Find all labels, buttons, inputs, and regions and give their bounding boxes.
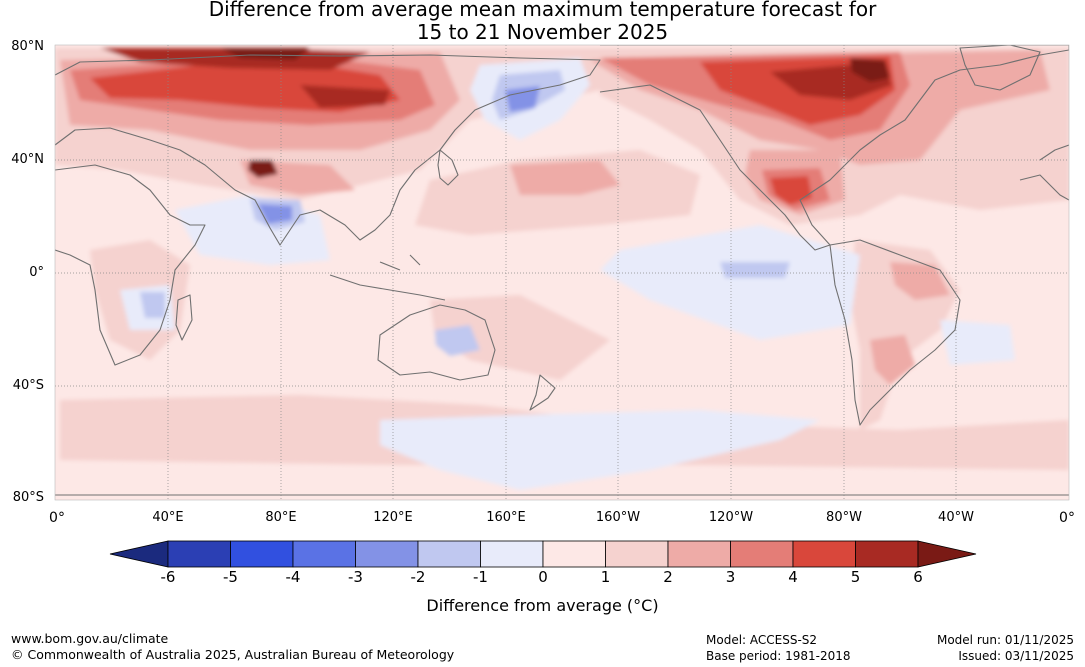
colorbar-tick-label: 5: [850, 568, 861, 586]
lat-label-80n: 80°N: [11, 39, 44, 54]
lat-label-equator: 0°: [29, 265, 44, 280]
coastline-greenland: [959, 45, 1041, 91]
lon-label-80w: 80°W: [826, 510, 862, 525]
coastline-south-america: [829, 239, 961, 426]
colorbar-tick-label: 0: [538, 568, 548, 586]
colorbar-tick-label: -5: [223, 568, 238, 586]
footer-copyright: © Commonwealth of Australia 2025, Austra…: [11, 647, 455, 662]
coastline-eurasia: [55, 54, 601, 246]
map-frame: [54, 44, 1070, 501]
colorbar-segment: [355, 540, 419, 568]
colorbar-tick-label: -4: [285, 568, 301, 586]
lon-label-0-right: 0°: [1059, 510, 1075, 526]
anomaly-region: [870, 335, 915, 385]
colorbar-title: Difference from average (°C): [426, 596, 659, 615]
anomaly-region: [140, 292, 165, 318]
anomaly-region: [940, 320, 1015, 365]
colorbar-tick-label: -3: [348, 568, 363, 586]
colorbar-arrow-low: [109, 540, 169, 568]
anomaly-region: [220, 48, 310, 60]
footer-website[interactable]: www.bom.gov.au/climate: [11, 631, 169, 646]
lon-label-40e: 40°E: [152, 510, 184, 525]
colorbar-segment: [230, 540, 294, 568]
colorbar-segment: [855, 540, 919, 568]
anomaly-region: [720, 262, 790, 278]
lon-label-0-left: 0°: [49, 510, 65, 526]
colorbar-segment: [417, 540, 481, 568]
anomaly-region: [890, 262, 950, 300]
colorbar-tick-label: -6: [160, 568, 176, 586]
colorbar-segment: [480, 540, 544, 568]
lon-label-120w: 120°W: [708, 510, 754, 525]
anomaly-region: [850, 58, 890, 82]
colorbar-tick-label: 4: [788, 568, 798, 586]
colorbar-segment: [730, 540, 794, 568]
footer-model-run: Model run: 01/11/2025: [936, 633, 1074, 647]
lon-label-80e: 80°E: [265, 510, 297, 525]
colorbar-arrow-high: [917, 540, 977, 568]
lon-label-40w: 40°W: [938, 510, 974, 525]
lon-label-160w: 160°W: [595, 510, 641, 525]
colorbar-segment: [292, 540, 356, 568]
footer-model: Model: ACCESS-S2: [706, 633, 818, 647]
anomaly-region: [258, 204, 292, 224]
anomaly-region: [430, 295, 610, 380]
colorbar-tick-label: 1: [600, 568, 611, 586]
anomaly-region: [300, 85, 390, 108]
lon-label-160e: 160°E: [486, 510, 526, 525]
coastline-north-america: [599, 45, 1069, 251]
chart-title-line1: Difference from average mean maximum tem…: [208, 0, 877, 21]
coastline-new-zealand: [529, 374, 556, 411]
footer-base-period: Base period: 1981-2018: [706, 649, 851, 663]
anomaly-region: [510, 160, 620, 195]
lon-label-120e: 120°E: [373, 510, 413, 525]
colorbar-segment: [167, 540, 231, 568]
chart-title-line2: 15 to 21 November 2025: [416, 20, 669, 44]
anomaly-region: [248, 160, 278, 178]
coastline-africa: [55, 164, 206, 366]
lat-label-40s: 40°S: [12, 378, 44, 393]
colorbar-segment: [667, 540, 731, 568]
colorbar-tick-label: 3: [725, 568, 736, 586]
colorbar-tick-label: 6: [913, 568, 923, 586]
coastline-se-asia-islands: [329, 254, 446, 301]
anomaly-region: [435, 325, 480, 356]
colorbar-segment: [542, 540, 606, 568]
lat-label-80s: 80°S: [12, 490, 44, 505]
colorbar-segment: [605, 540, 669, 568]
colorbar-tick-label: -1: [473, 568, 488, 586]
colorbar-segment: [792, 540, 856, 568]
colorbar-tick-label: -2: [410, 568, 426, 586]
anomaly-region: [600, 225, 860, 340]
coastline-madagascar: [175, 294, 193, 341]
lat-label-40n: 40°N: [11, 152, 44, 167]
anomaly-map: [54, 44, 1070, 501]
footer-issued: Issued: 03/11/2025: [958, 649, 1074, 663]
anomaly-region: [380, 410, 820, 490]
colorbar-tick-label: 2: [663, 568, 673, 586]
coastline-australia: [377, 304, 496, 381]
coastline-europe-west: [1019, 144, 1069, 201]
anomaly-region: [770, 176, 812, 205]
anomaly-region: [505, 86, 540, 112]
